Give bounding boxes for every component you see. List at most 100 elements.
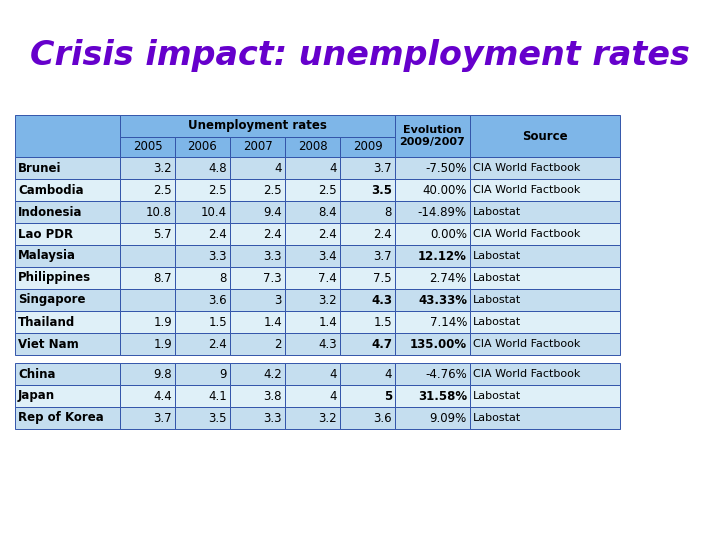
Bar — [120, 407, 175, 429]
Bar — [395, 363, 470, 385]
Bar — [470, 333, 620, 355]
Bar — [470, 267, 620, 289]
Text: 3.2: 3.2 — [318, 294, 337, 307]
Text: 0.00%: 0.00% — [430, 227, 467, 240]
Bar — [15, 267, 120, 289]
Text: 31.58%: 31.58% — [418, 389, 467, 402]
Text: 2.4: 2.4 — [208, 338, 227, 350]
Text: 1.9: 1.9 — [153, 338, 172, 350]
Bar — [175, 223, 230, 245]
Text: 7.3: 7.3 — [264, 272, 282, 285]
Text: 4: 4 — [330, 389, 337, 402]
Bar — [120, 223, 175, 245]
Bar — [340, 407, 395, 429]
Bar — [395, 223, 470, 245]
Text: 9: 9 — [220, 368, 227, 381]
Bar — [15, 115, 120, 157]
Text: Labostat: Labostat — [473, 295, 521, 305]
Bar — [230, 137, 285, 157]
Text: 2.5: 2.5 — [153, 184, 172, 197]
Bar — [340, 157, 395, 179]
Bar — [285, 223, 340, 245]
Bar — [340, 179, 395, 201]
Bar — [120, 157, 175, 179]
Text: 7.14%: 7.14% — [430, 315, 467, 328]
Text: CIA World Factbook: CIA World Factbook — [473, 163, 580, 173]
Text: 2.4: 2.4 — [318, 227, 337, 240]
Bar — [230, 333, 285, 355]
Text: 4.3: 4.3 — [318, 338, 337, 350]
Bar — [120, 363, 175, 385]
Bar — [470, 363, 620, 385]
Text: Japan: Japan — [18, 389, 55, 402]
Bar — [470, 407, 620, 429]
Bar — [285, 267, 340, 289]
Text: 1.5: 1.5 — [208, 315, 227, 328]
Text: 10.8: 10.8 — [146, 206, 172, 219]
Text: 9.8: 9.8 — [153, 368, 172, 381]
Bar — [175, 267, 230, 289]
Bar — [175, 201, 230, 223]
Text: 8: 8 — [220, 272, 227, 285]
Text: Singapore: Singapore — [18, 294, 86, 307]
Bar — [285, 385, 340, 407]
Text: China: China — [18, 368, 55, 381]
Text: 10.4: 10.4 — [201, 206, 227, 219]
Bar — [15, 289, 120, 311]
Text: Philippines: Philippines — [18, 272, 91, 285]
Bar — [15, 311, 120, 333]
Bar — [230, 223, 285, 245]
Text: 2.74%: 2.74% — [430, 272, 467, 285]
Text: 2006: 2006 — [188, 140, 217, 153]
Text: 3.8: 3.8 — [264, 389, 282, 402]
Text: Unemployment rates: Unemployment rates — [188, 119, 327, 132]
Text: -14.89%: -14.89% — [418, 206, 467, 219]
Bar — [395, 179, 470, 201]
Bar — [470, 201, 620, 223]
Text: Thailand: Thailand — [18, 315, 76, 328]
Bar — [230, 179, 285, 201]
Text: 9.4: 9.4 — [264, 206, 282, 219]
Bar — [395, 245, 470, 267]
Bar — [470, 223, 620, 245]
Bar — [470, 289, 620, 311]
Bar — [175, 157, 230, 179]
Bar — [230, 407, 285, 429]
Text: Labostat: Labostat — [473, 413, 521, 423]
Text: 3: 3 — [274, 294, 282, 307]
Text: Indonesia: Indonesia — [18, 206, 83, 219]
Bar — [15, 407, 120, 429]
Bar — [340, 267, 395, 289]
Bar — [175, 385, 230, 407]
Text: 4.1: 4.1 — [208, 389, 227, 402]
Bar — [120, 201, 175, 223]
Text: CIA World Factbook: CIA World Factbook — [473, 229, 580, 239]
Bar — [230, 157, 285, 179]
Text: 8: 8 — [384, 206, 392, 219]
Text: Crisis impact: unemployment rates: Crisis impact: unemployment rates — [30, 38, 690, 71]
Bar — [120, 137, 175, 157]
Bar — [395, 407, 470, 429]
Text: 3.2: 3.2 — [153, 161, 172, 174]
Bar — [15, 223, 120, 245]
Bar — [285, 245, 340, 267]
Bar — [285, 157, 340, 179]
Bar — [340, 223, 395, 245]
Bar — [230, 385, 285, 407]
Text: 2009: 2009 — [353, 140, 382, 153]
Text: 3.6: 3.6 — [208, 294, 227, 307]
Text: Source: Source — [522, 130, 568, 143]
Text: 3.5: 3.5 — [371, 184, 392, 197]
Bar — [395, 267, 470, 289]
Bar — [470, 311, 620, 333]
Text: 2.4: 2.4 — [373, 227, 392, 240]
Text: CIA World Factbook: CIA World Factbook — [473, 369, 580, 379]
Bar — [175, 289, 230, 311]
Bar — [120, 311, 175, 333]
Text: Labostat: Labostat — [473, 207, 521, 217]
Text: 2008: 2008 — [297, 140, 328, 153]
Bar — [230, 289, 285, 311]
Text: 2.4: 2.4 — [208, 227, 227, 240]
Bar — [175, 179, 230, 201]
Bar — [120, 385, 175, 407]
